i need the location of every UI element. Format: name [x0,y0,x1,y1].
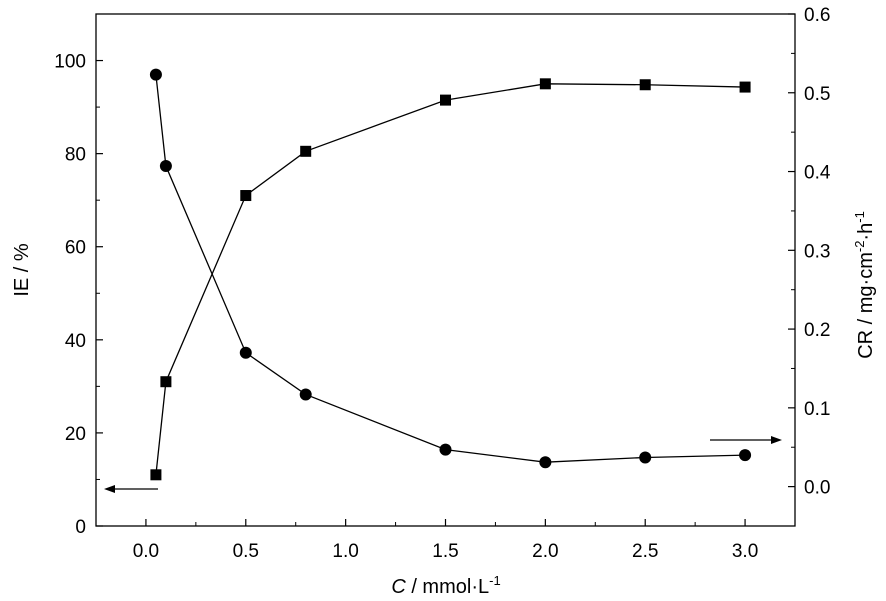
ie-data-point [240,190,252,202]
right-y-axis-ticks: 0.0 0.1 0.2 0.3 0.4 0.5 0.6 [788,5,831,527]
right-y-tick-label: 0.1 [804,399,830,420]
right-y-tick-label: 0.2 [804,320,830,341]
x-tick-label: 0.5 [233,541,259,562]
ie-series-line [155,83,746,475]
cr-data-point [739,449,752,462]
cr-data-point [539,456,552,469]
x-axis-ticks: 0.0 0.5 1.0 1.5 2.0 2.5 3.0 [95,519,796,562]
cr-data-point [149,68,162,81]
right-y-tick-label: 0.0 [804,478,830,499]
right-y-tick-label: 0.4 [804,163,831,184]
left-y-tick-label: 40 [65,331,86,352]
x-axis-title: C / mmol·L-1 [391,573,500,598]
cr-data-point [239,346,252,359]
ie-data-point [639,79,651,91]
left-y-axis-ticks: 0 20 40 60 80 100 [54,13,103,538]
ie-data-point [150,469,162,481]
right-y-tick-label: 0.5 [804,84,830,105]
cr-data-point [639,451,652,464]
x-tick-label: 3.0 [732,541,758,562]
x-tick-label: 1.0 [332,541,358,562]
left-y-tick-label: 60 [65,238,86,259]
left-y-tick-label: 20 [65,424,86,445]
cr-data-point [299,388,312,401]
left-y-tick-label: 100 [54,52,86,73]
right-y-axis-title: CR / mg·cm-2·h-1 [852,211,877,359]
right-y-tick-label: 0.6 [804,5,830,26]
ie-data-point [440,94,451,106]
series-layer [149,68,752,481]
left-y-tick-label: 0 [75,517,86,538]
x-tick-label: 1.5 [432,541,458,562]
left-axis-arrow-head [104,485,115,493]
right-axis-arrow-head [771,436,782,444]
ie-data-point [539,78,551,90]
x-tick-label: 2.5 [632,541,658,562]
ie-data-point [160,376,172,388]
right-y-tick-label: 0.3 [804,241,830,262]
left-y-axis-title: IE / % [11,243,33,297]
arrow-layer [104,436,782,493]
left-y-tick-label: 80 [65,145,86,166]
x-tick-label: 0.0 [133,541,159,562]
x-tick-label: 2.0 [532,541,558,562]
ie-data-point [300,145,312,157]
cr-data-point [439,443,452,456]
cr-series-line [155,74,746,463]
ie-data-point [739,81,751,93]
cr-data-point [159,160,172,173]
